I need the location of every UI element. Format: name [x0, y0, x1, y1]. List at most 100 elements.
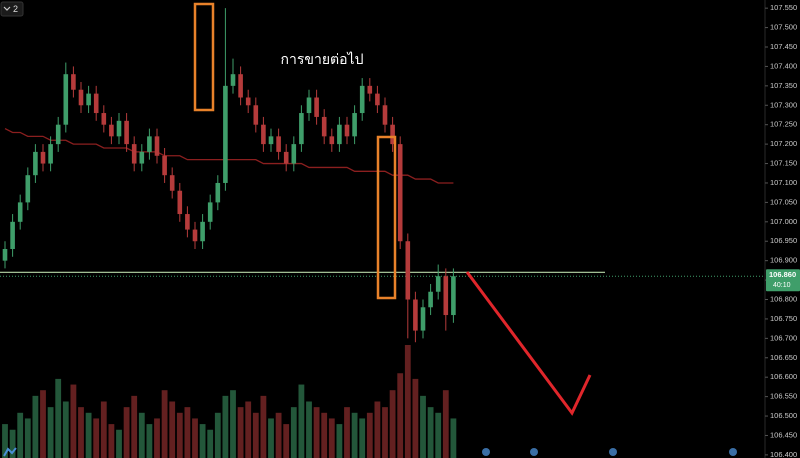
volume-bar — [70, 384, 77, 458]
candle-body — [230, 74, 236, 86]
candle-body — [283, 151, 289, 164]
volume-bar — [268, 418, 274, 458]
candle-body — [17, 202, 23, 222]
y-tick-label: 106.750 — [770, 314, 797, 323]
volume-bar — [207, 429, 214, 458]
volume-bar — [252, 412, 259, 458]
volume-bar — [154, 418, 160, 458]
volume-bar — [100, 401, 107, 458]
candle-body — [55, 124, 61, 145]
y-tick-label: 107.050 — [770, 197, 797, 206]
candle-body — [291, 144, 297, 164]
y-tick-label: 107.450 — [770, 42, 797, 51]
volume-bar — [2, 424, 8, 458]
y-tick-label: 106.900 — [770, 256, 797, 265]
candle-body — [10, 221, 15, 250]
volume-bar — [382, 407, 388, 458]
candle-body — [154, 136, 160, 156]
volume-bar — [237, 407, 244, 458]
candle-body — [390, 124, 395, 145]
indicator-toggle[interactable]: 2 — [0, 1, 24, 17]
candle-body — [169, 175, 175, 191]
candle-body — [299, 113, 304, 145]
candle-body — [185, 214, 190, 230]
projection-arrow — [465, 271, 592, 416]
highlight-box — [193, 2, 215, 112]
candle-body — [314, 97, 319, 117]
volume-bar — [260, 395, 267, 458]
candle-body — [192, 229, 198, 242]
candle-body — [375, 93, 380, 106]
y-tick-label: 107.550 — [770, 3, 797, 12]
y-tick-label: 107.100 — [770, 178, 797, 187]
candle-body — [162, 155, 167, 176]
volume-bar — [298, 384, 305, 458]
volume-bar — [169, 401, 176, 458]
candle-body — [261, 124, 266, 145]
volume-bar — [321, 412, 328, 458]
candle-body — [321, 116, 327, 137]
candle-body — [268, 136, 274, 145]
y-tick-label: 107.150 — [770, 159, 797, 168]
volume-bar — [427, 407, 434, 458]
y-tick-label: 107.300 — [770, 100, 797, 109]
candle-body — [109, 124, 114, 137]
y-tick-label: 106.450 — [770, 430, 797, 439]
icon — [609, 448, 617, 456]
candle-body — [40, 151, 46, 164]
volume-bar — [389, 390, 396, 458]
volume-bar — [9, 429, 16, 458]
candle-body — [413, 299, 418, 331]
volume-bar — [359, 418, 366, 458]
volume-bar — [450, 418, 457, 458]
candle-body — [443, 276, 449, 316]
volume-bar — [306, 401, 312, 458]
volume-bar — [116, 429, 122, 458]
volume-bar — [420, 395, 426, 458]
indicator-count: 2 — [13, 4, 18, 14]
icon — [530, 448, 538, 456]
volume-bar — [93, 418, 100, 458]
candle-body — [420, 307, 426, 331]
candle-body — [147, 136, 152, 152]
volume-bar — [184, 407, 191, 458]
volume-bar — [161, 390, 168, 458]
candle-body — [405, 241, 411, 300]
volume-bar — [131, 395, 138, 458]
y-tick-label: 106.400 — [770, 450, 797, 458]
candle-body — [253, 105, 259, 125]
candle-body — [451, 276, 456, 316]
volume-bar — [123, 407, 130, 458]
candle-body — [177, 190, 183, 215]
candle-body — [238, 74, 243, 98]
candle-body — [93, 93, 99, 114]
y-tick-label: 106.600 — [770, 372, 797, 381]
volume-bar — [336, 424, 343, 458]
candle-body — [78, 89, 84, 106]
y-tick-label: 107.500 — [770, 23, 797, 32]
candle-body — [337, 124, 342, 145]
price-label-box — [766, 269, 800, 292]
volume-bar — [138, 412, 145, 458]
volume-bar — [108, 424, 115, 458]
volume-bar — [397, 373, 404, 458]
volume-bar — [214, 412, 221, 458]
y-tick-label: 106.650 — [770, 353, 797, 362]
volume-bar — [366, 412, 373, 458]
volume-bar — [412, 378, 419, 458]
volume-bar — [374, 401, 381, 458]
candle-body — [223, 85, 228, 183]
current-price: 106.860 — [769, 270, 796, 279]
volume-bar — [290, 407, 297, 458]
toggle-box — [0, 1, 24, 17]
volume-bar — [222, 395, 229, 458]
annotation: การขายต่อไป — [281, 51, 364, 68]
candle-body — [215, 182, 221, 203]
chevron — [3, 6, 11, 11]
volume-bar — [85, 412, 92, 458]
candle-body — [48, 144, 53, 164]
candle-body — [71, 74, 76, 90]
candle-body — [63, 74, 69, 125]
candle-body — [245, 97, 251, 106]
